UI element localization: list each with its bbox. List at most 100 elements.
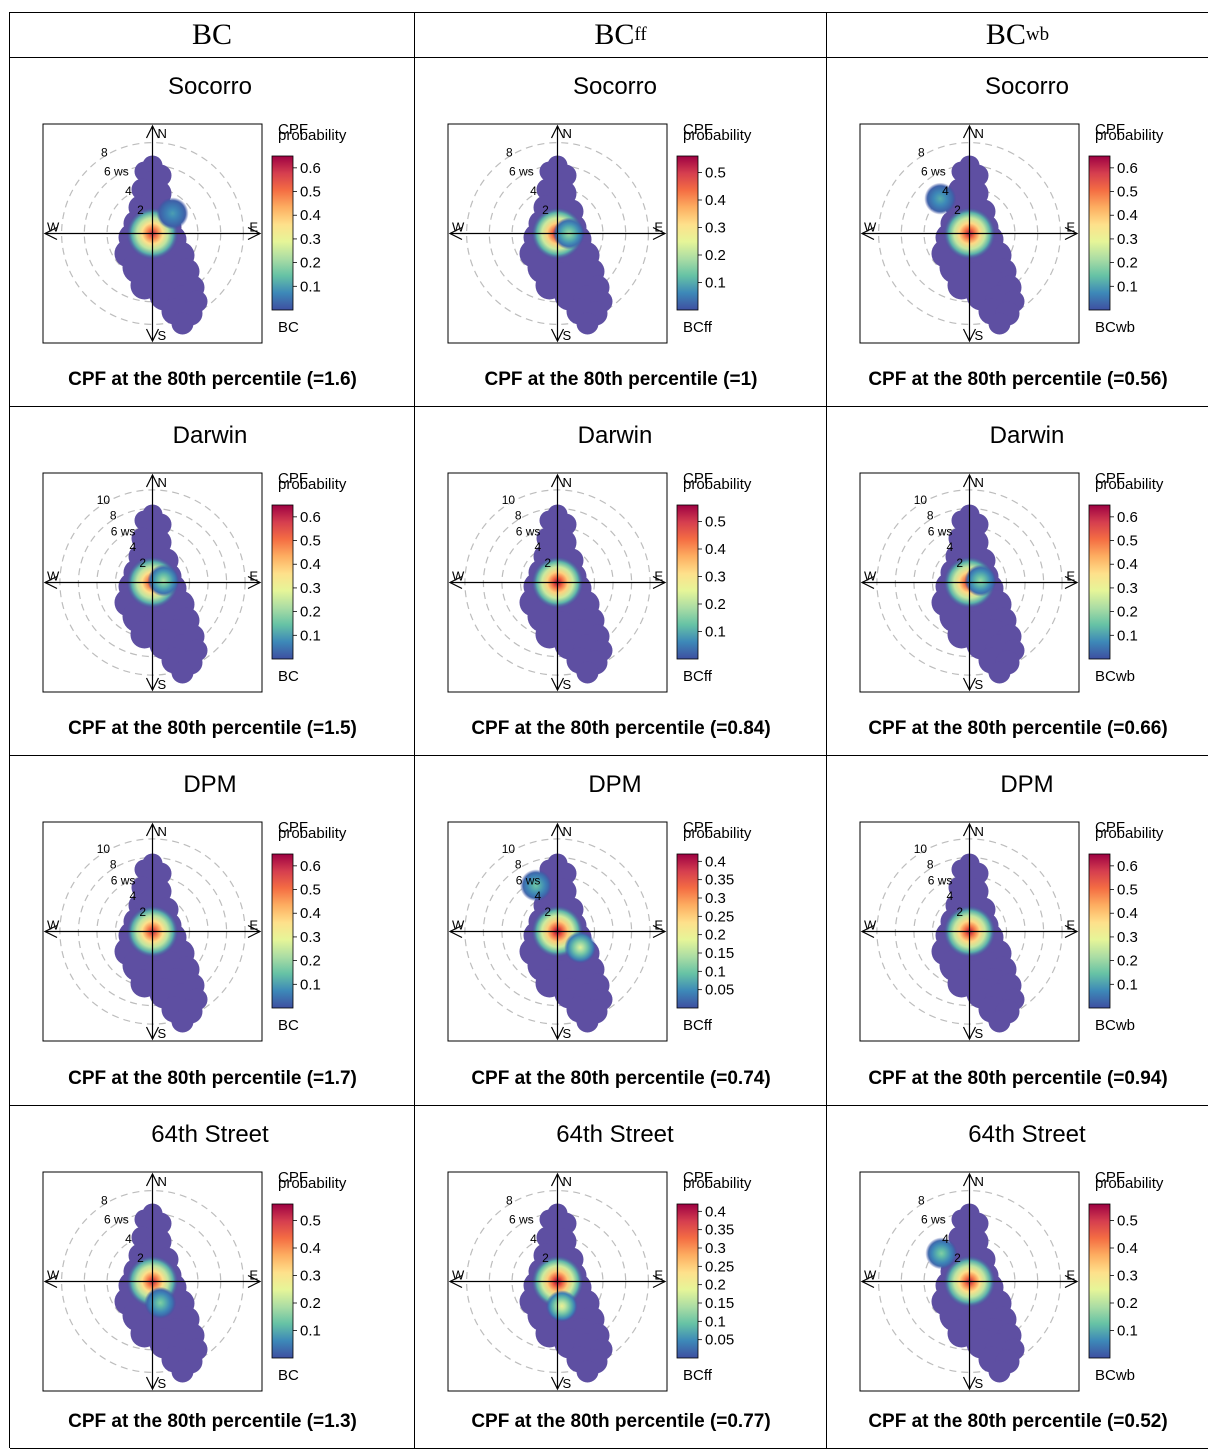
pollutant-label: BCwb <box>1095 319 1135 336</box>
colorbar-tick-label: 0.6 <box>1117 160 1138 177</box>
colorbar-tick-label: 0.4 <box>300 207 321 224</box>
chart-caption: CPF at the 80th percentile (=0.74) <box>471 1068 770 1089</box>
axis-arrowhead <box>962 822 977 837</box>
colorbar-tick-label: 0.3 <box>705 1240 726 1257</box>
cpf-polar-plot: 64th Street N E S W 24 6 ws 8 0.1 0.2 0.3 0.4 0.5 CPF… <box>859 1121 1168 1432</box>
cpf-chart-cell: DPM N E S W 2 4 6 ws 8 10 0.1 0.2 0.3 0.4 0.5 0.6 CPF pro… <box>827 756 1208 1106</box>
axis-arrowhead <box>247 575 262 590</box>
chart-caption: CPF at the 80th percentile (=0.94) <box>868 1068 1167 1089</box>
speed-ring-label: 2 <box>956 905 963 919</box>
colorbar-tick-label: 0.1 <box>1117 976 1138 993</box>
legend-title: CPF <box>278 121 308 138</box>
compass-label: S <box>158 1026 167 1041</box>
colorbar-tick-label: 0.3 <box>1117 929 1138 946</box>
axis-arrowhead <box>962 1376 977 1391</box>
colorbar-tick-label: 0.1 <box>705 963 726 980</box>
legend-title: CPF <box>683 1169 713 1186</box>
colorbar-tick-label: 0.1 <box>300 627 321 644</box>
chart-title: DPM <box>1000 771 1053 798</box>
compass-label: W <box>864 1268 877 1283</box>
cpf-polar-plot: DPM N E S W 24 6 ws8 10 0.1 0.2 0.3 0.4 0.5 0.6 CPFpro… <box>859 771 1168 1089</box>
cpf-chart-cell: 64th Street N E S W 2 4 6 ws 8 0.1 0.2 0.3 0.4 0.5 CPF… <box>10 1106 415 1449</box>
colorbar-tick-label: 0.2 <box>300 953 321 970</box>
colorbar <box>676 853 699 1009</box>
legend-title: probability <box>1095 825 1164 842</box>
column-header-main: BC <box>985 18 1026 51</box>
legend-title: CPF <box>1095 121 1125 138</box>
compass-label: S <box>563 677 572 692</box>
pollutant-label: BCwb <box>1095 1367 1135 1384</box>
compass-label: W <box>452 1268 465 1283</box>
pollutant-label: BCff <box>683 668 713 685</box>
colorbar-tick-label: 0.5 <box>300 184 321 201</box>
cpf-base-region <box>988 661 1011 684</box>
chart-title: Darwin <box>173 422 248 449</box>
colorbar <box>676 155 699 311</box>
colorbar-tick-label: 0.3 <box>1117 580 1138 597</box>
colorbar-tick-label: 0.1 <box>1117 278 1138 295</box>
colorbar <box>1088 504 1111 660</box>
axis-arrowhead <box>1064 575 1079 590</box>
legend-title: probability <box>278 127 347 144</box>
legend-title: probability <box>278 825 347 842</box>
colorbar-tick-label: 0.4 <box>705 1203 726 1220</box>
chart-title: Socorro <box>168 73 252 100</box>
colorbar-tick-label: 0.3 <box>300 929 321 946</box>
speed-ring-label: 6 ws <box>111 873 136 887</box>
pollutant-label: BC <box>278 668 299 685</box>
column-header-main: BC <box>191 18 233 51</box>
speed-ring-label: 4 <box>530 1232 537 1246</box>
axis-arrowhead <box>43 575 58 590</box>
speed-ring-label: 4 <box>130 540 137 554</box>
speed-ring-label: 2 <box>542 203 549 217</box>
pollutant-label: BC <box>278 1367 299 1384</box>
speed-ring-label: 4 <box>942 1232 949 1246</box>
speed-ring-label: 2 <box>542 1251 549 1265</box>
column-header-sub: wb <box>1025 24 1050 45</box>
cpf-polar-plot: Darwin N E S W 24 6 ws8 10 0.1 0.2 0.3 0.4 0.5 CPFpro… <box>447 422 771 739</box>
compass-label: E <box>249 1268 258 1283</box>
colorbar-tick-label: 0.5 <box>1117 1213 1138 1230</box>
cpf-polar-plot: Socorro N E S W 24 6 ws 8 0.1 0.2 0.3 0.4 0.5 CPFprob… <box>447 73 757 390</box>
legend-title: CPF <box>278 1169 308 1186</box>
cpf-polar-plot: Darwin N E S W 24 6 ws8 10 0.1 0.2 0.3 0.4 0.5 0.6 CPF… <box>42 422 357 739</box>
compass-label: S <box>563 328 572 343</box>
axis-arrowhead <box>962 677 977 692</box>
axis-arrowhead <box>43 1274 58 1289</box>
speed-ring-label: 2 <box>544 556 551 570</box>
column-header-bc: BC <box>10 13 415 58</box>
colorbar-tick-label: 0.2 <box>300 255 321 272</box>
compass-label: E <box>1066 220 1075 235</box>
axis-arrowhead <box>145 677 160 692</box>
speed-ring-label: 6 ws <box>111 524 136 538</box>
axis-arrowhead <box>145 328 160 343</box>
speed-ring-label: 8 <box>506 145 513 159</box>
speed-ring-label: 2 <box>956 556 963 570</box>
speed-ring-label: 2 <box>137 203 144 217</box>
legend-title: probability <box>1095 476 1164 493</box>
colorbar-tick-label: 0.2 <box>1117 604 1138 621</box>
speed-ring-label: 8 <box>101 1193 108 1207</box>
colorbar-tick-label: 0.2 <box>300 604 321 621</box>
cpf-polar-plot: Darwin N E S W 24 6 ws8 10 0.1 0.2 0.3 0.4 0.5 0.6 CPF… <box>859 422 1168 739</box>
legend-title: CPF <box>683 121 713 138</box>
axis-arrowhead <box>145 822 160 837</box>
axis-arrowhead <box>550 473 565 488</box>
compass-label: N <box>975 475 984 490</box>
compass-label: S <box>975 677 984 692</box>
colorbar-tick-label: 0.35 <box>705 872 734 889</box>
colorbar-tick-label: 0.4 <box>1117 905 1138 922</box>
axis-arrowhead <box>962 124 977 139</box>
chart-title: 64th Street <box>968 1121 1086 1148</box>
compass-label: S <box>975 1026 984 1041</box>
colorbar-tick-label: 0.3 <box>300 580 321 597</box>
colorbar-tick-label: 0.1 <box>300 1323 321 1340</box>
legend-title: probability <box>683 1175 752 1192</box>
colorbar-tick-label: 0.3 <box>705 220 726 237</box>
colorbar <box>1088 155 1111 311</box>
colorbar-tick-label: 0.1 <box>705 1313 726 1330</box>
speed-ring-label: 8 <box>927 509 934 523</box>
colorbar <box>676 1203 699 1359</box>
axis-arrowhead <box>550 822 565 837</box>
colorbar-tick-label: 0.2 <box>1117 953 1138 970</box>
